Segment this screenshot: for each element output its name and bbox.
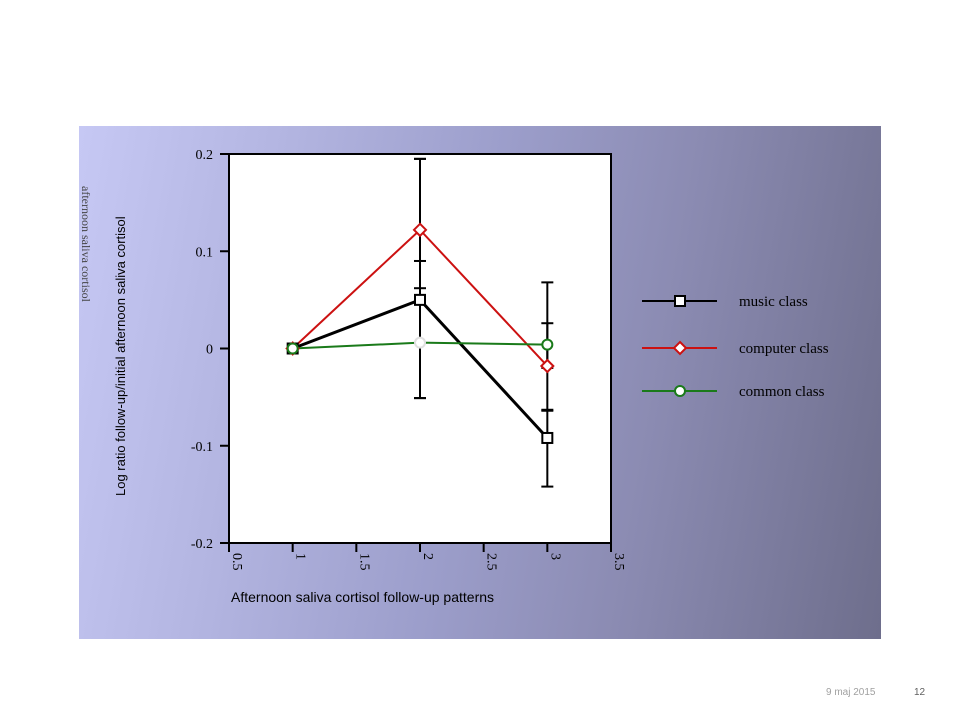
music-class-point: [541, 431, 554, 444]
y-axis-title-ghost: afternoon saliva cortisol: [79, 186, 93, 303]
x-tick-label: 3: [547, 553, 562, 560]
common-class-point: [541, 338, 554, 351]
x-tick-label: 2: [420, 553, 435, 560]
music-class-point: [414, 293, 426, 306]
x-tick-label: 3.5: [611, 553, 626, 571]
x-tick-label: 0.5: [229, 553, 244, 571]
x-axis-title: Afternoon saliva cortisol follow-up patt…: [231, 589, 494, 605]
common-class-point: [414, 336, 426, 349]
y-axis-title: Log ratio follow-up/initial afternoon sa…: [113, 216, 128, 496]
page-number: 12: [914, 687, 926, 698]
footer-date: 9 maj 2015: [826, 687, 876, 698]
computer-class-point: [412, 222, 428, 238]
common-class-point: [286, 342, 299, 355]
legend-marker: [672, 340, 688, 356]
computer-class-point: [539, 358, 555, 374]
x-tick-label: 1.5: [356, 553, 371, 571]
y-tick-label: 0.2: [196, 148, 214, 163]
legend-marker: [674, 385, 686, 397]
x-tick-label: 2.5: [484, 553, 499, 571]
legend-label: computer class: [739, 341, 829, 357]
cortisol-line-chart: -0.2 -0.1 0 0.1 0.2 0.5 1 1.5 2 2.5 3 3.5 Afternoon …: [79, 148, 829, 605]
legend-marker: [674, 295, 686, 307]
x-tick-label: 1: [293, 553, 308, 560]
y-tick-label: 0.1: [196, 245, 214, 260]
y-tick-label: -0.1: [191, 440, 213, 455]
legend-label: music class: [739, 294, 808, 310]
y-tick-label: -0.2: [191, 537, 213, 552]
slide-panel: -0.2 -0.1 0 0.1 0.2 0.5 1 1.5 2 2.5 3 3.5 Afternoon …: [79, 126, 881, 639]
legend-label: common class: [739, 384, 825, 400]
y-tick-label: 0: [206, 343, 213, 358]
